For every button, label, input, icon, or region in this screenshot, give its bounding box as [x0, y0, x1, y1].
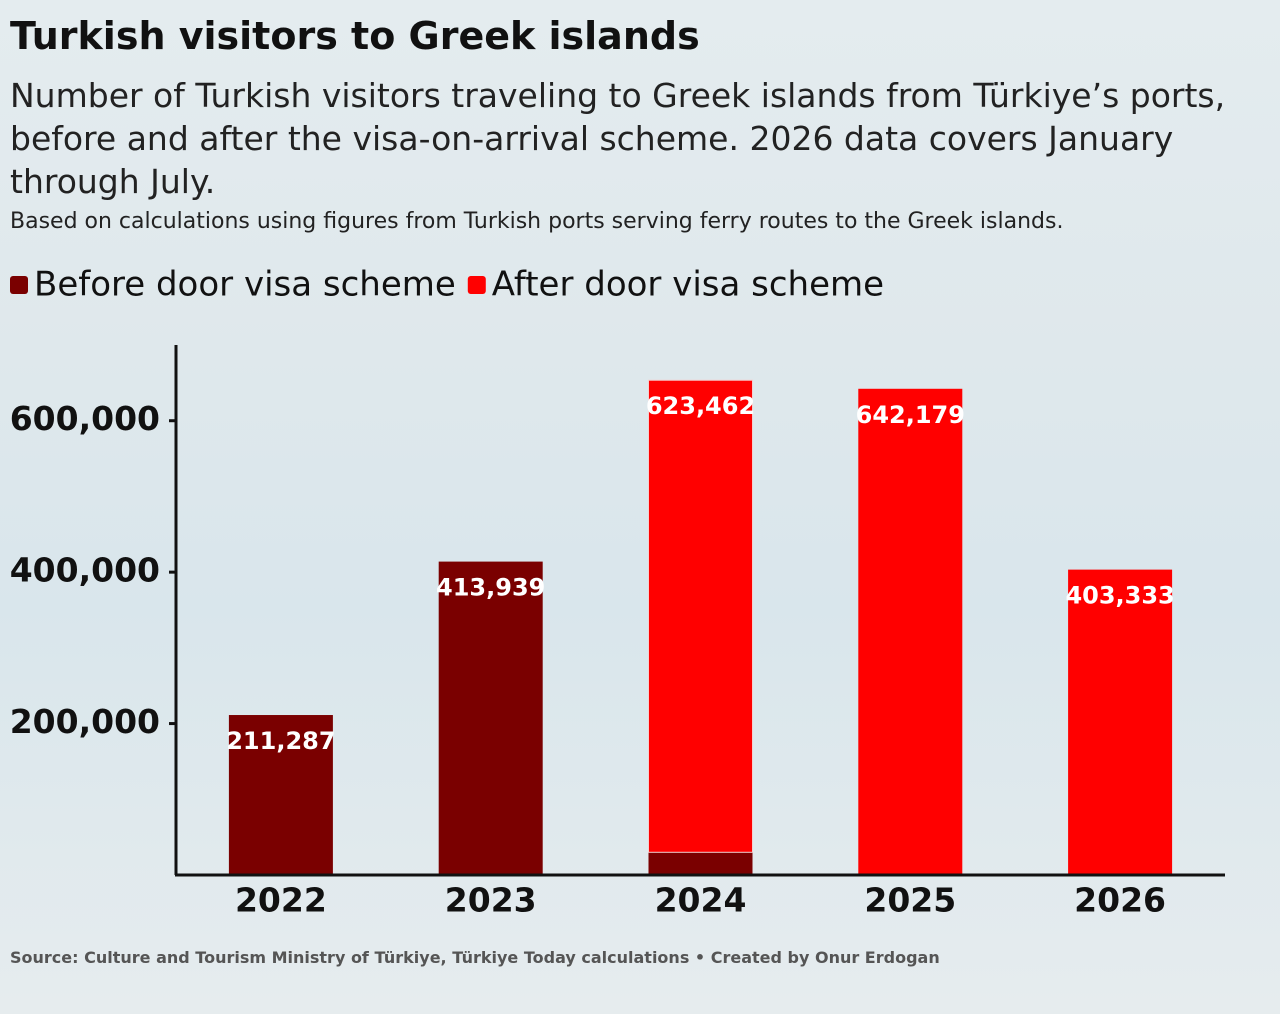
y-tick-label: 400,000 — [10, 551, 160, 590]
x-tick-label: 2026 — [1074, 881, 1166, 920]
value-label: 413,939 — [436, 574, 545, 602]
value-label: 211,287 — [226, 727, 335, 755]
chart-subtitle: Number of Turkish visitors traveling to … — [10, 76, 1226, 201]
bar — [648, 379, 753, 853]
x-tick-label: 2022 — [235, 881, 327, 920]
x-tick-label: 2025 — [864, 881, 956, 920]
chart-title: Turkish visitors to Greek islands — [10, 14, 700, 58]
value-label: 623,462 — [646, 392, 755, 420]
legend-swatch — [467, 276, 486, 294]
chart-source: Source: Culture and Tourism Ministry of … — [10, 948, 940, 967]
bar — [1068, 569, 1173, 875]
bar — [648, 852, 753, 875]
chart-note: Based on calculations using figures from… — [10, 209, 1064, 234]
value-label: 642,179 — [856, 401, 965, 429]
legend-label: After door visa scheme — [492, 265, 884, 305]
legend-label: Before door visa scheme — [34, 265, 456, 305]
x-tick-label: 2024 — [655, 881, 747, 920]
legend-swatch — [10, 276, 28, 294]
y-tick-label: 600,000 — [10, 399, 160, 438]
y-tick-label: 200,000 — [10, 702, 160, 741]
x-tick-label: 2023 — [445, 881, 537, 920]
value-label: 403,333 — [1065, 582, 1174, 610]
bar — [438, 561, 543, 875]
bar — [858, 388, 963, 875]
bar — [228, 715, 333, 875]
